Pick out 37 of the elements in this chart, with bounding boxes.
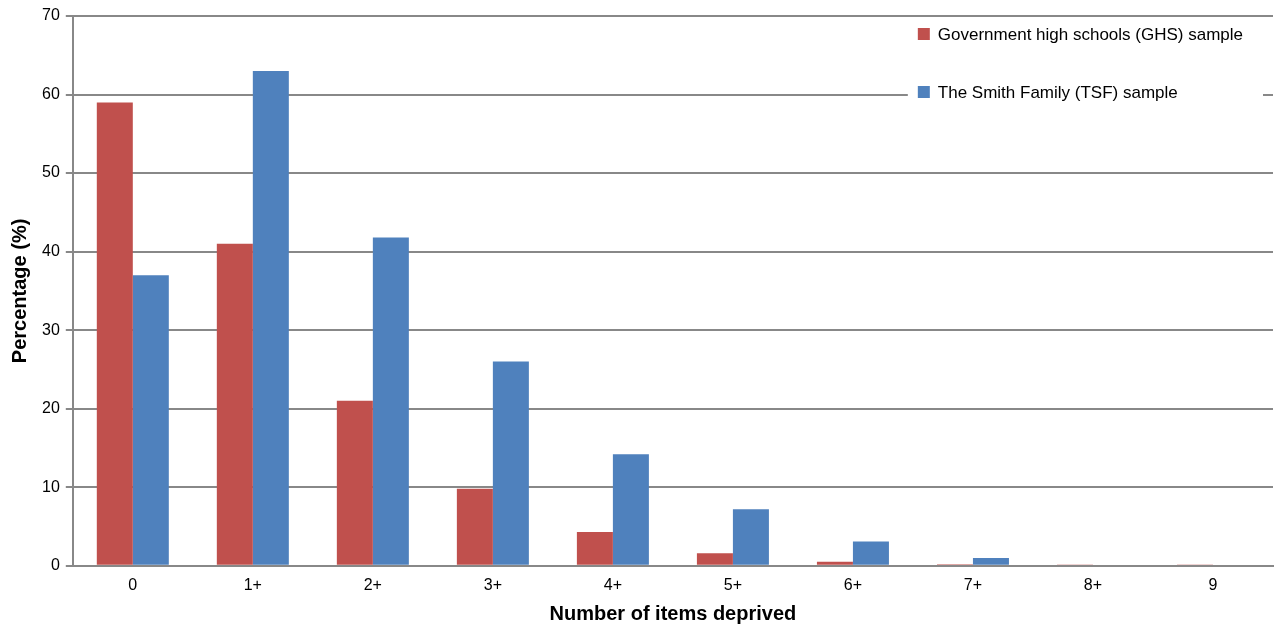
y-tick-label: 0 [50, 556, 60, 574]
y-tick-label: 30 [42, 320, 60, 338]
x-tick-label: 0 [128, 575, 138, 593]
y-tick-label: 60 [42, 84, 60, 102]
bar [132, 275, 169, 565]
bar [336, 400, 373, 565]
y-tick-label: 40 [42, 242, 60, 260]
bar [816, 561, 853, 565]
legend-label: The Smith Family (TSF) sample [937, 82, 1178, 102]
y-tick-label: 50 [42, 163, 60, 181]
bar [612, 454, 649, 565]
y-tick-label: 10 [42, 477, 60, 495]
bar [456, 488, 493, 565]
legend-label: Government high schools (GHS) sample [937, 24, 1244, 44]
x-axis-title: Number of items deprived [549, 601, 797, 624]
x-tick-label: 5+ [723, 575, 743, 593]
x-tick-label: 8+ [1083, 575, 1103, 593]
y-tick-label: 20 [42, 399, 60, 417]
bar [96, 102, 133, 565]
bar [216, 243, 253, 565]
bar [252, 70, 289, 565]
x-tick-label: 4+ [603, 575, 623, 593]
y-axis-title: Percentage (%) [7, 218, 30, 364]
bar [696, 553, 733, 565]
x-tick-label: 7+ [963, 575, 983, 593]
bar [492, 361, 529, 565]
x-tick-label: 9 [1208, 575, 1218, 593]
x-tick-label: 6+ [843, 575, 863, 593]
bar [972, 557, 1009, 565]
bar [372, 237, 409, 565]
x-tick-label: 1+ [243, 575, 262, 593]
bar [732, 509, 769, 565]
x-tick-label: 3+ [483, 575, 502, 593]
y-tick-label: 70 [42, 6, 60, 24]
x-tick-label: 2+ [363, 575, 382, 593]
bar [852, 541, 889, 565]
bar [576, 532, 613, 565]
